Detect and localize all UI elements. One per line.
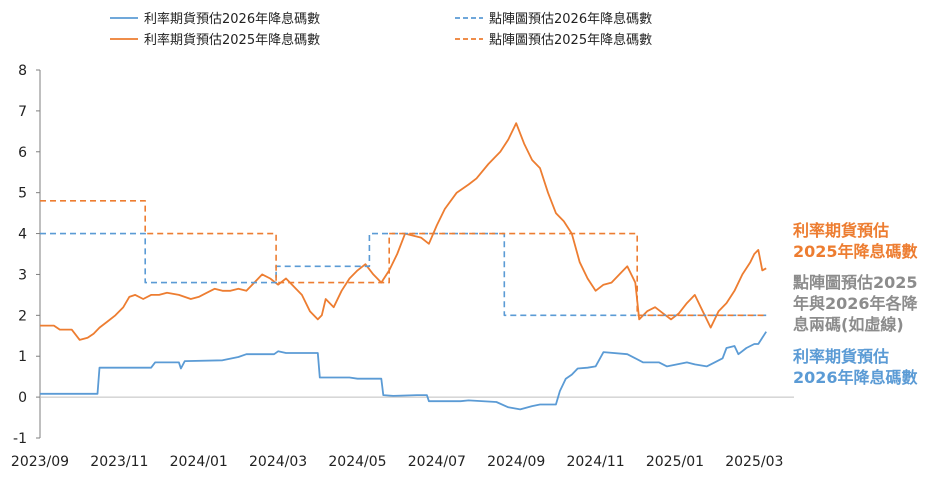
legend: 利率期貨預估2026年降息碼數 點陣圖預估2026年降息碼數利率期貨預估2025年… [110,11,652,48]
x-tick-label: 2023/11 [90,454,148,470]
annotation-text: 利率期貨預估 [793,347,889,366]
x-tick-label: 2023/09 [11,454,69,470]
series-line-3 [40,232,767,317]
legend-label: 利率期貨預估2026年降息碼數 [144,11,320,27]
annotation-text: 利率期貨預估 [793,221,889,240]
y-tick-label: 7 [18,104,27,120]
annotation-text: 息兩碼(如虛線) [793,315,904,334]
annotation-text: 年與2026年各降 [793,294,919,313]
x-tick-label: 2024/03 [249,454,307,470]
y-tick-label: 3 [18,267,27,283]
legend-label: 點陣圖預估2026年降息碼數 [489,11,652,27]
x-tick-label: 2024/07 [408,454,466,470]
series-line-4 [40,200,767,317]
x-tick-label: 2024/09 [487,454,545,470]
y-tick-label: -1 [13,431,27,447]
legend-label: 利率期貨預估2025年降息碼數 [144,32,320,48]
y-tick-label: 5 [18,186,27,202]
annotation-text: 2026年降息碼數 [793,368,918,387]
series-line-1 [40,331,767,411]
y-tick-label: 8 [18,63,27,79]
legend-label: 點陣圖預估2025年降息碼數 [489,32,652,48]
annotation-text: 2025年降息碼數 [793,242,918,261]
y-tick-label: 1 [18,349,27,365]
x-tick-label: 2025/01 [646,454,704,470]
y-tick-label: 6 [18,145,27,161]
annotation-text: 點陣圖預估2025 [793,273,918,292]
x-tick-label: 2024/05 [328,454,386,470]
axes: -1 0 1 2 3 4 5 6 7 8 2023/09 2023/11 2024/01 2024/03 2… [11,63,794,470]
x-tick-label: 2025/03 [725,454,783,470]
series-line-2 [40,122,767,341]
series-group [40,122,767,411]
x-tick-label: 2024/11 [566,454,624,470]
y-tick-label: 0 [18,390,27,406]
x-tick-label: 2024/01 [170,454,228,470]
y-tick-label: 2 [18,308,27,324]
y-tick-label: 4 [18,227,27,243]
